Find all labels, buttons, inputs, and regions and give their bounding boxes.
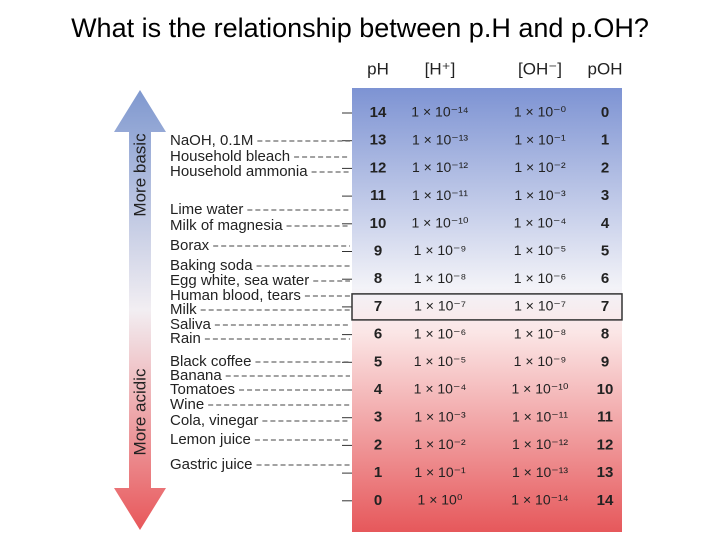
arrow (114, 90, 166, 530)
arrow-label: More acidic (130, 368, 149, 455)
concentration: 1 × 10⁻⁰ (514, 104, 567, 120)
concentration: 1 × 10⁻¹³ (512, 464, 568, 480)
ph-value: 0 (601, 104, 609, 121)
ph-value: 4 (601, 215, 610, 232)
ph-value: 1 (601, 132, 609, 149)
concentration: 1 × 10⁰ (418, 492, 463, 508)
ph-value: 0 (374, 492, 382, 509)
substance-label: Borax (170, 237, 210, 254)
ph-value: 10 (370, 215, 387, 232)
substance-label: Milk (170, 301, 197, 318)
concentration: 1 × 10⁻⁵ (414, 353, 467, 369)
substance-label: Tomatoes (170, 381, 235, 398)
substance-label: Gastric juice (170, 456, 253, 473)
substance-label: Saliva (170, 316, 212, 333)
ph-value: 3 (374, 409, 382, 426)
concentration: 1 × 10⁻⁹ (414, 242, 467, 258)
ph-value: 8 (374, 270, 382, 287)
substance-label: Black coffee (170, 353, 251, 370)
concentration: 1 × 10⁻¹⁰ (412, 215, 469, 231)
concentration: 1 × 10⁻⁶ (414, 325, 466, 341)
column-header: [H⁺] (425, 59, 456, 78)
substance-label: Household ammonia (170, 163, 308, 180)
concentration: 1 × 10⁻² (414, 436, 466, 452)
ph-value: 9 (601, 353, 609, 370)
concentration: 1 × 10⁻³ (414, 408, 466, 424)
substance-label: Household bleach (170, 148, 290, 165)
substance-label: Baking soda (170, 257, 253, 274)
substance-label: Lemon juice (170, 431, 251, 448)
substance-label: Cola, vinegar (170, 412, 258, 429)
ph-value: 11 (597, 409, 613, 426)
ph-value: 2 (601, 159, 609, 176)
concentration: 1 × 10⁻⁴ (414, 381, 467, 397)
column-header: [OH⁻] (518, 59, 562, 78)
ph-value: 14 (597, 492, 614, 509)
concentration: 1 × 10⁻¹⁴ (411, 104, 468, 120)
concentration: 1 × 10⁻¹¹ (512, 408, 568, 424)
neutral-box (351, 293, 623, 321)
column-header: pOH (588, 59, 623, 78)
ph-value: 9 (374, 242, 382, 259)
concentration: 1 × 10⁻³ (514, 187, 566, 203)
ph-value: 14 (370, 104, 387, 121)
column-header: pH (367, 59, 389, 78)
substance-label: Wine (170, 396, 204, 413)
substance-label: Rain (170, 330, 201, 347)
ph-value: 6 (601, 270, 609, 287)
ph-value: 13 (597, 464, 614, 481)
concentration: 1 × 10⁻⁵ (514, 242, 567, 258)
ph-value: 13 (370, 132, 387, 149)
concentration: 1 × 10⁻⁴ (514, 215, 567, 231)
concentration: 1 × 10⁻⁸ (514, 325, 567, 341)
substance-label: Egg white, sea water (170, 272, 309, 289)
substance-label: Banana (170, 367, 222, 384)
concentration: 1 × 10⁻¹² (512, 436, 568, 452)
ph-value: 3 (601, 187, 609, 204)
concentration: 1 × 10⁻¹³ (412, 131, 468, 147)
ph-table-bg (352, 88, 622, 532)
ph-value: 5 (601, 242, 609, 259)
ph-value: 2 (374, 436, 382, 453)
substance-label: Lime water (170, 201, 243, 218)
arrow-label: More basic (130, 133, 149, 217)
substance-label: Human blood, tears (170, 287, 301, 304)
concentration: 1 × 10⁻¹⁴ (511, 492, 568, 508)
ph-value: 8 (601, 326, 609, 343)
title: What is the relationship between p.H and… (71, 13, 649, 43)
ph-value: 10 (597, 381, 614, 398)
substance-label: Milk of magnesia (170, 217, 283, 234)
ph-value: 7 (374, 298, 382, 315)
ph-value: 4 (374, 381, 383, 398)
substance-label: NaOH, 0.1M (170, 132, 253, 149)
ph-value: 1 (374, 464, 382, 481)
concentration: 1 × 10⁻¹¹ (412, 187, 468, 203)
concentration: 1 × 10⁻¹² (412, 159, 468, 175)
ph-value: 11 (370, 187, 386, 204)
ph-value: 5 (374, 353, 382, 370)
concentration: 1 × 10⁻⁹ (514, 353, 567, 369)
concentration: 1 × 10⁻⁷ (414, 298, 466, 314)
concentration: 1 × 10⁻¹⁰ (512, 381, 569, 397)
concentration: 1 × 10⁻⁶ (514, 270, 566, 286)
concentration: 1 × 10⁻⁸ (414, 270, 467, 286)
ph-value: 6 (374, 326, 382, 343)
ph-value: 7 (601, 298, 609, 315)
concentration: 1 × 10⁻² (514, 159, 566, 175)
ph-value: 12 (370, 159, 387, 176)
concentration: 1 × 10⁻¹ (414, 464, 466, 480)
concentration: 1 × 10⁻⁷ (514, 298, 566, 314)
concentration: 1 × 10⁻¹ (514, 131, 566, 147)
ph-value: 12 (597, 436, 614, 453)
